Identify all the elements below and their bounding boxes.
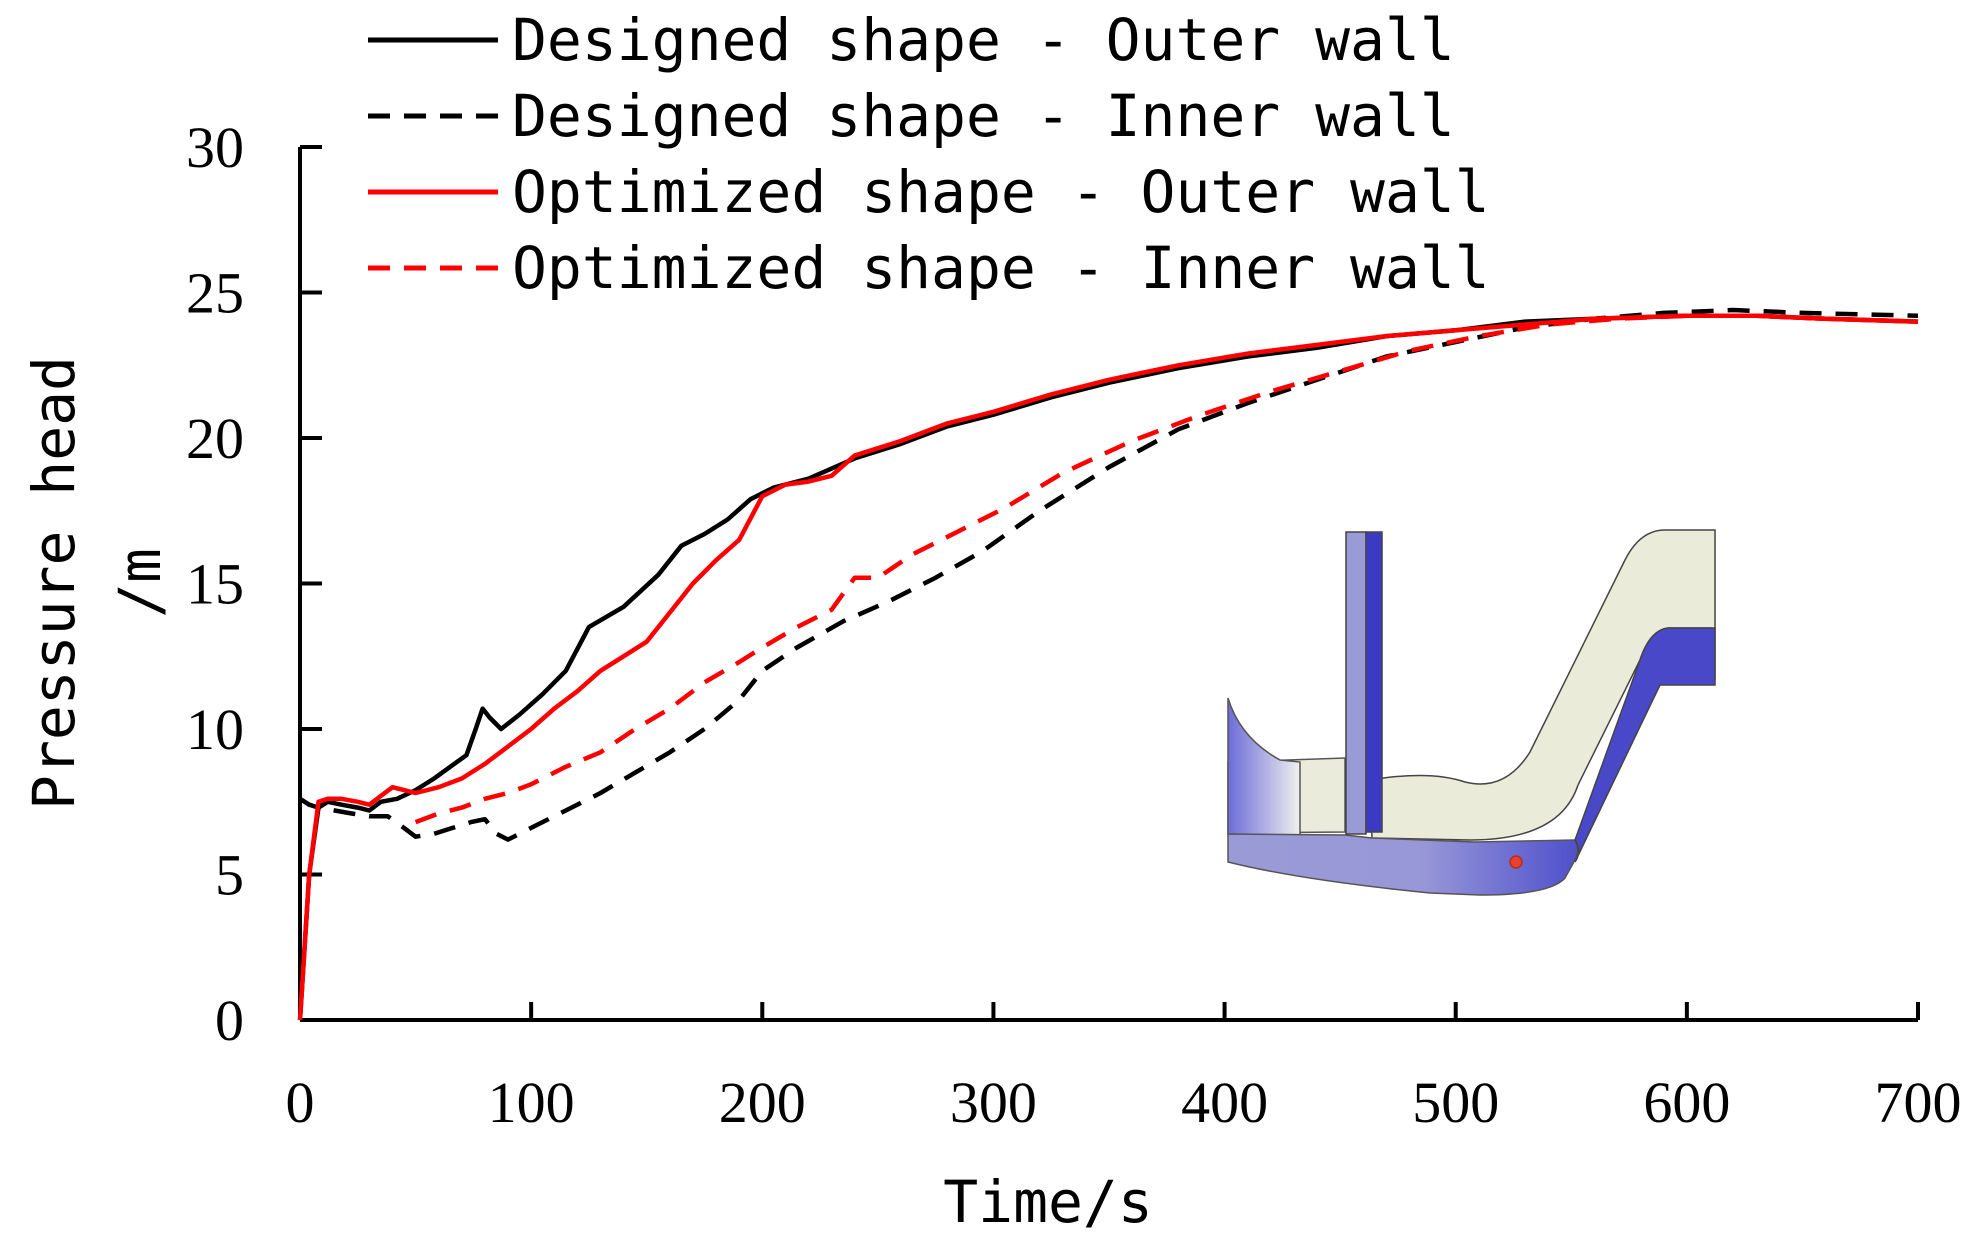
inset-guide-vane [1345, 531, 1367, 835]
y-axis-ticks: 0 5 10 15 20 25 30 [186, 115, 322, 1053]
y-tick-label: 20 [186, 406, 244, 471]
series-line-3 [297, 313, 1919, 1021]
y-tick-label: 25 [186, 261, 244, 326]
axes: 0 100 200 300 400 500 600 700 0 5 10 15 20 25 30 [186, 115, 1962, 1135]
legend: Designed shape - Outer wall Designed shap… [368, 6, 1490, 302]
inset-pipe-left-wall [1227, 697, 1301, 841]
legend-label-1: Designed shape - Outer wall [512, 6, 1455, 74]
inset-pipe-bottom-wall [1227, 833, 1579, 896]
series-layer [297, 307, 1919, 1021]
y-tick-label: 0 [215, 988, 244, 1053]
y-tick-label: 30 [186, 115, 244, 180]
x-tick-label: 700 [1875, 1070, 1962, 1135]
legend-label-2: Designed shape - Inner wall [512, 82, 1455, 150]
y-axis-title: Pressure head [20, 356, 88, 810]
x-tick-label: 300 [950, 1070, 1037, 1135]
y-tick-label: 15 [186, 552, 244, 617]
inset-pipe-bend-face [1369, 529, 1716, 841]
x-tick-label: 600 [1643, 1070, 1730, 1135]
series-line-4 [414, 313, 1919, 825]
x-tick-label: 200 [719, 1070, 806, 1135]
inset-pipe-right-wall [1574, 627, 1716, 863]
x-tick-label: 0 [286, 1070, 315, 1135]
legend-label-3: Optimized shape - Outer wall [512, 158, 1490, 226]
y-tick-label: 5 [215, 843, 244, 908]
x-tick-label: 400 [1181, 1070, 1268, 1135]
inset-guide-vane-edge [1365, 531, 1383, 833]
inset-measurement-point [1509, 855, 1523, 869]
x-tick-label: 500 [1412, 1070, 1499, 1135]
y-tick-label: 10 [186, 697, 244, 762]
x-axis-title: Time/s [943, 1168, 1153, 1236]
legend-label-4: Optimized shape - Inner wall [512, 234, 1490, 302]
inset-pipe-illustration [1227, 529, 1716, 896]
x-tick-label: 100 [488, 1070, 575, 1135]
y-axis-unit: /m [106, 548, 174, 618]
series-line-2 [298, 307, 1919, 842]
x-axis-ticks: 0 100 200 300 400 500 600 700 [286, 1002, 1962, 1135]
